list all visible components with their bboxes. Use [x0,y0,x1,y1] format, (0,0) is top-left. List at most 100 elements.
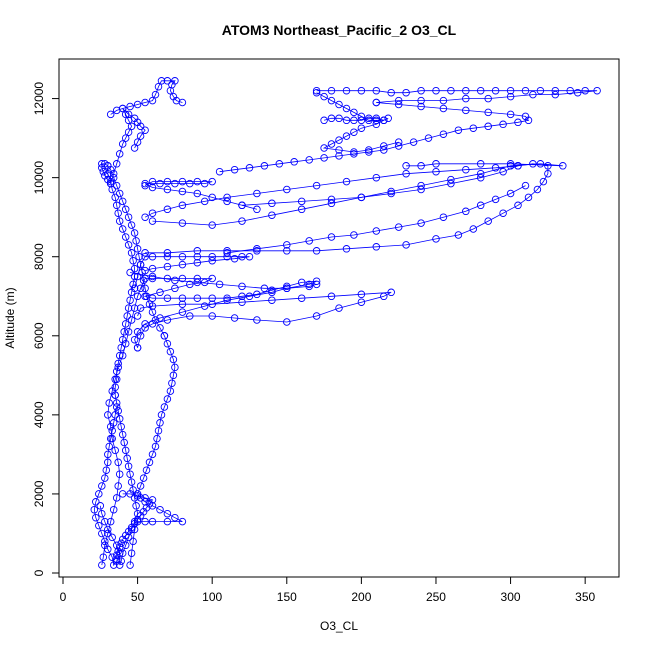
data-point [118,430,127,439]
data-point [417,102,425,111]
data-point [372,116,381,125]
data-point [178,517,187,526]
data-point [417,86,425,95]
data-point [124,328,133,336]
data-point [142,466,151,474]
data-point [138,268,146,277]
data-point [484,122,492,131]
data-point [253,290,261,299]
data-point [148,517,157,526]
series-line [152,163,563,226]
data-point [127,221,136,229]
data-point [166,387,175,395]
data-point [342,245,351,253]
data-point [342,86,351,95]
data-point [109,561,118,569]
data-point [559,162,567,170]
series-line [137,291,392,348]
data-point [178,187,187,196]
data-point [297,197,306,206]
data-point [141,324,149,332]
data-point [133,138,142,146]
data-point [112,551,121,559]
data-point [491,86,500,95]
data-point [114,458,122,467]
data-point [148,177,157,186]
data-point [112,399,121,407]
data-point [476,160,485,168]
data-point [154,426,163,435]
data-point [320,144,328,152]
data-point [163,185,172,194]
data-point [417,96,425,105]
data-point [106,110,115,119]
data-point [394,223,403,231]
data-point [124,110,133,119]
series-segment [112,490,157,563]
series-segment [238,162,522,210]
data-point [417,181,425,190]
data-point [142,292,151,301]
data-point [462,106,470,115]
data-point [92,498,100,506]
data-point [297,205,306,214]
data-point [335,100,343,109]
data-point [120,328,128,336]
data-point [148,264,157,273]
data-point [115,543,124,552]
data-point [163,339,172,348]
data-point [372,98,381,107]
data-point [127,549,136,557]
data-point [115,415,124,423]
data-point [118,335,127,344]
data-point [524,116,533,125]
y-tick-label: 2000 [32,480,46,507]
data-point [121,110,130,119]
data-point [133,490,142,498]
data-point [90,505,99,514]
x-axis-label: O3_CL [320,619,358,633]
data-point [163,252,172,261]
data-point [99,167,108,176]
data-point [145,300,154,308]
data-point [133,492,142,500]
series-line [130,272,317,289]
x-tick-label: 0 [60,590,67,604]
data-point [141,284,149,293]
data-point [573,88,582,97]
data-point [127,316,136,324]
data-point [126,268,134,277]
data-point [133,100,142,109]
data-point [141,213,149,221]
data-point [365,114,373,123]
data-point [215,167,224,176]
data-point [151,316,160,324]
data-point [439,213,448,221]
data-point [536,86,545,95]
data-point [387,189,395,198]
data-point [320,92,328,101]
data-point [99,553,108,561]
data-point [305,280,313,289]
data-point [208,252,216,261]
data-point [126,296,134,304]
data-point [387,187,395,196]
data-point [335,114,343,123]
data-point [178,308,187,316]
data-point [114,209,122,217]
data-point [238,217,246,225]
data-point [350,148,358,156]
data-point [95,521,103,530]
data-point [178,294,187,302]
data-point [117,557,125,565]
data-point [491,195,500,204]
data-point [484,217,492,225]
data-point [350,108,358,117]
series-layer [90,77,601,569]
data-point [260,162,269,170]
data-point [156,505,164,514]
data-point [200,179,209,188]
data-point [166,86,175,95]
data-point [208,294,216,302]
series-line [134,256,250,289]
